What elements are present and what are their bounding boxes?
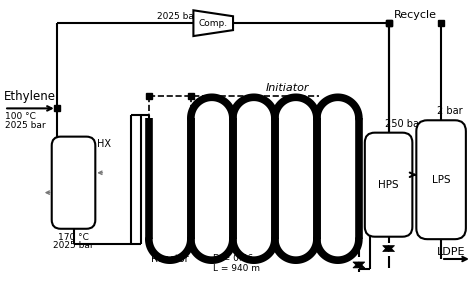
- Text: 2025 bar: 2025 bar: [53, 241, 94, 250]
- Text: LPS: LPS: [432, 175, 450, 185]
- FancyBboxPatch shape: [416, 120, 466, 239]
- Text: 100 °C: 100 °C: [5, 112, 36, 121]
- Text: LDPE: LDPE: [438, 247, 466, 257]
- Polygon shape: [353, 262, 365, 268]
- FancyBboxPatch shape: [52, 137, 95, 229]
- Polygon shape: [193, 10, 233, 36]
- Polygon shape: [353, 262, 365, 268]
- Text: Initiator: Initiator: [266, 82, 310, 92]
- Text: Comp.: Comp.: [199, 19, 228, 28]
- Text: Recycle: Recycle: [393, 10, 437, 20]
- Text: D = 0.06 m
L = 940 m: D = 0.06 m L = 940 m: [213, 254, 265, 273]
- Text: 170 °C: 170 °C: [58, 233, 89, 242]
- Polygon shape: [383, 246, 394, 252]
- Text: 250 bar: 250 bar: [384, 119, 423, 129]
- Text: Ethylene: Ethylene: [4, 90, 56, 104]
- Text: HPS: HPS: [378, 180, 399, 190]
- Text: 2 bar: 2 bar: [437, 106, 463, 116]
- FancyBboxPatch shape: [365, 133, 412, 237]
- Text: Reactor: Reactor: [151, 254, 189, 264]
- Polygon shape: [383, 246, 394, 252]
- Text: HX: HX: [97, 139, 111, 149]
- Text: 2025 bar: 2025 bar: [157, 12, 198, 21]
- Text: 2025 bar: 2025 bar: [5, 121, 46, 130]
